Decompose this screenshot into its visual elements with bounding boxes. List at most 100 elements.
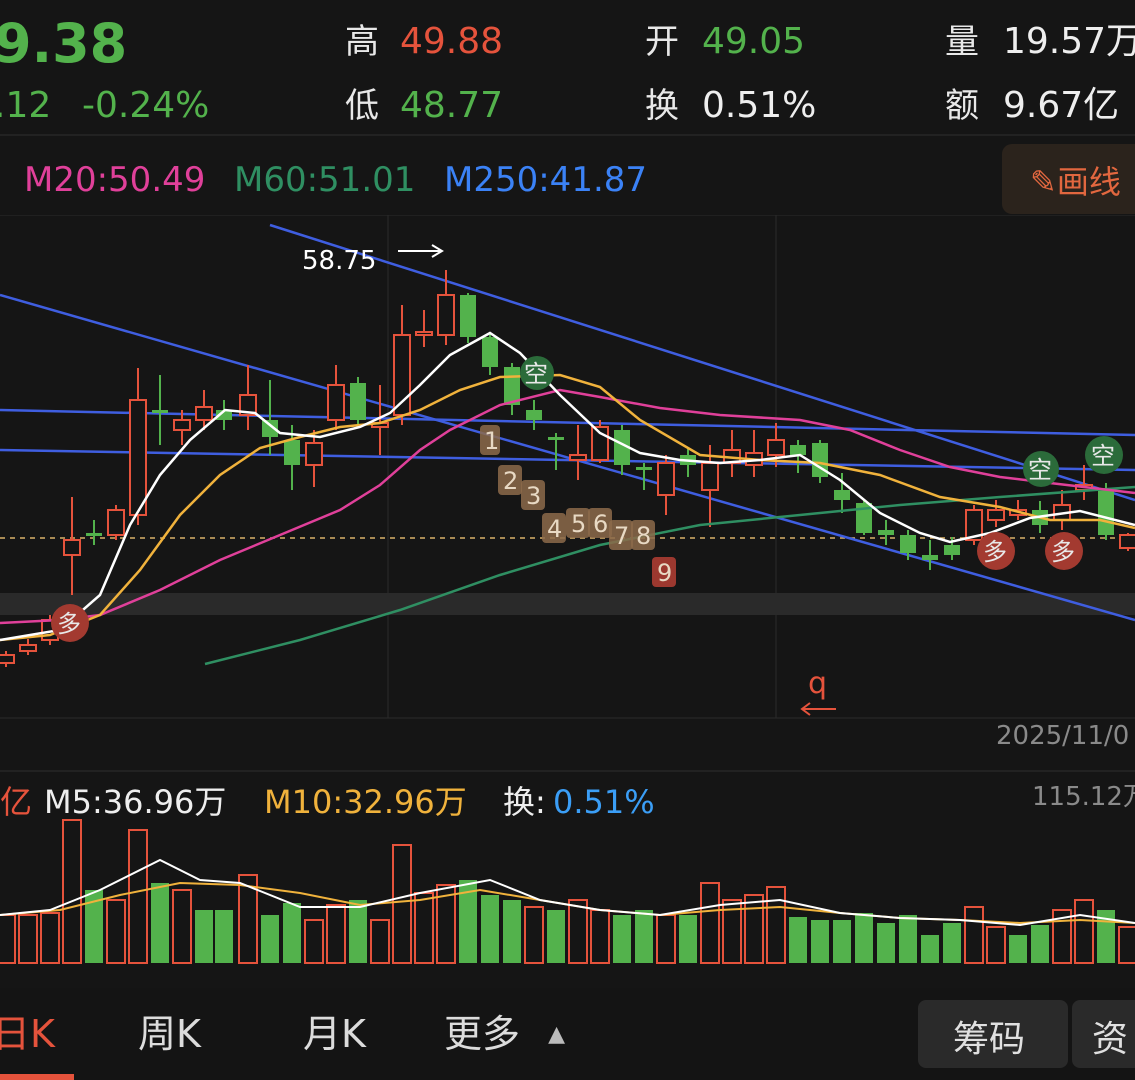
volume-bar [943,923,961,963]
candle [0,651,15,667]
candle [415,310,433,347]
volume-bar [1052,909,1072,964]
candle [569,425,587,480]
tab-month-k[interactable]: 月K [303,1012,366,1056]
volume-turnover-value: 0.51% [553,783,655,821]
volume-bar [283,903,301,963]
candle [327,365,345,430]
volume-bar [833,920,851,963]
volume-bar [613,915,631,963]
ma5-line [0,331,1135,642]
volume-bar [899,915,917,963]
count-label-2: 2 [503,467,518,495]
candle [393,305,411,425]
count-label-5: 5 [571,510,586,538]
tab-day-k[interactable]: 日K [0,1012,55,1056]
ma20-line [0,388,1135,625]
funds-button[interactable]: 资 [1072,1000,1135,1068]
volume-label: 量 [945,22,979,62]
signal-short-2: 空 [1023,451,1059,487]
header-divider [0,134,1135,136]
volume-bar [877,923,895,963]
high-marker-label: 58.75 [302,246,376,276]
candle [1053,490,1071,530]
candle [856,500,872,535]
count-label-9: 9 [657,559,672,587]
volume-bars [0,819,1135,964]
signal-long-3: 多 [1045,532,1083,570]
volume-bar [1031,925,1049,963]
candle [284,425,300,490]
volume-chart [0,819,1135,964]
candle [195,390,213,430]
candle [745,430,763,477]
ma60-legend: M60:51.01 [234,160,416,200]
chart-divider [0,770,1135,772]
candle [129,368,147,525]
volume-bar [392,844,412,964]
volume-bar [349,900,367,963]
candle [812,440,828,483]
candle [173,410,191,445]
candle [482,333,498,375]
amount-label: 额 [945,86,979,126]
volume-turnover-label: 换: [503,783,546,821]
volume-bar [766,886,786,964]
tab-more-label: 更多 [444,1012,521,1056]
candle [107,505,125,540]
volume-bar [635,910,653,963]
svg-text:多: 多 [1051,538,1075,566]
candle [548,433,564,470]
volume-m10-legend: M10:32.96万 [264,783,467,821]
volume-bar [436,884,456,964]
volume-bar [524,906,544,964]
volume-bar [811,920,829,963]
candle [834,473,850,513]
left-arrow-icon [800,702,836,716]
volume-bar [1009,935,1027,963]
price-band [0,593,1135,615]
count-label-8: 8 [636,522,651,550]
signal-short-3: 空 [1085,436,1123,474]
volume-bar [921,935,939,963]
low-label: 低 [345,86,379,126]
volume-bar [195,910,213,963]
signal-long-2: 多 [977,532,1015,570]
candle [239,365,257,430]
volume-bar [238,874,258,964]
high-value: 49.88 [400,21,504,62]
candle [614,425,630,475]
draw-line-button[interactable]: ✎画线 [1002,144,1135,214]
active-tab-indicator [0,1074,74,1080]
amount-value: 9.67亿 [1003,85,1120,126]
candle [900,530,916,560]
tab-more[interactable]: 更多 ▲ [444,1010,565,1065]
volume-bar [700,882,720,964]
volume-bar [326,904,346,964]
volume-bar [0,914,16,964]
tab-week-k[interactable]: 周K [138,1012,201,1056]
volume-bar [18,914,38,964]
candle [922,540,938,570]
price-change-percent: -0.24% [82,85,210,126]
volume-bar [789,917,807,963]
q-marker-label: q [808,666,827,701]
candle [657,455,675,515]
candle [152,375,168,445]
chips-button[interactable]: 筹码 [918,1000,1068,1068]
volume-bar [151,883,169,963]
kline-chart[interactable]: 58.75 1 2 3 4 5 6 7 8 9 空 空 空 多 [0,215,1135,770]
open-value: 49.05 [702,21,806,62]
candle [767,423,785,467]
high-marker-arrow-icon [398,244,444,258]
candle [86,520,102,545]
volume-bar [459,880,477,963]
volume-bar [106,899,126,964]
candle [437,270,455,345]
price-change: .12 [0,85,52,126]
candle [504,363,520,415]
candle [216,400,232,430]
volume-bar [503,900,521,963]
volume-bar [414,892,434,964]
svg-text:多: 多 [983,538,1007,566]
